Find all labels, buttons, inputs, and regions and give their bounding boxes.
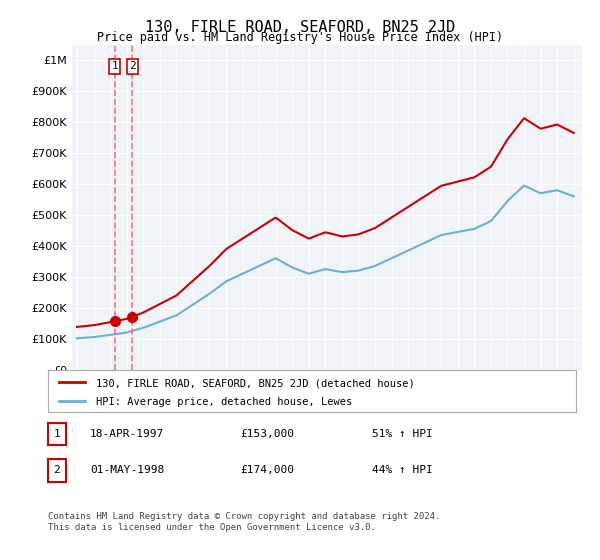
Text: £174,000: £174,000 [240, 465, 294, 475]
Text: 130, FIRLE ROAD, SEAFORD, BN25 2JD: 130, FIRLE ROAD, SEAFORD, BN25 2JD [145, 20, 455, 35]
Text: 1: 1 [53, 429, 61, 439]
Text: £153,000: £153,000 [240, 429, 294, 439]
Text: 130, FIRLE ROAD, SEAFORD, BN25 2JD (detached house): 130, FIRLE ROAD, SEAFORD, BN25 2JD (deta… [95, 378, 414, 388]
Text: 18-APR-1997: 18-APR-1997 [90, 429, 164, 439]
Text: Contains HM Land Registry data © Crown copyright and database right 2024.
This d: Contains HM Land Registry data © Crown c… [48, 512, 440, 532]
Text: 1: 1 [112, 62, 118, 72]
Text: 44% ↑ HPI: 44% ↑ HPI [372, 465, 433, 475]
Text: 01-MAY-1998: 01-MAY-1998 [90, 465, 164, 475]
Text: Price paid vs. HM Land Registry's House Price Index (HPI): Price paid vs. HM Land Registry's House … [97, 31, 503, 44]
Text: 2: 2 [53, 465, 61, 475]
Text: 2: 2 [129, 62, 136, 72]
Text: HPI: Average price, detached house, Lewes: HPI: Average price, detached house, Lewe… [95, 397, 352, 407]
Text: 51% ↑ HPI: 51% ↑ HPI [372, 429, 433, 439]
